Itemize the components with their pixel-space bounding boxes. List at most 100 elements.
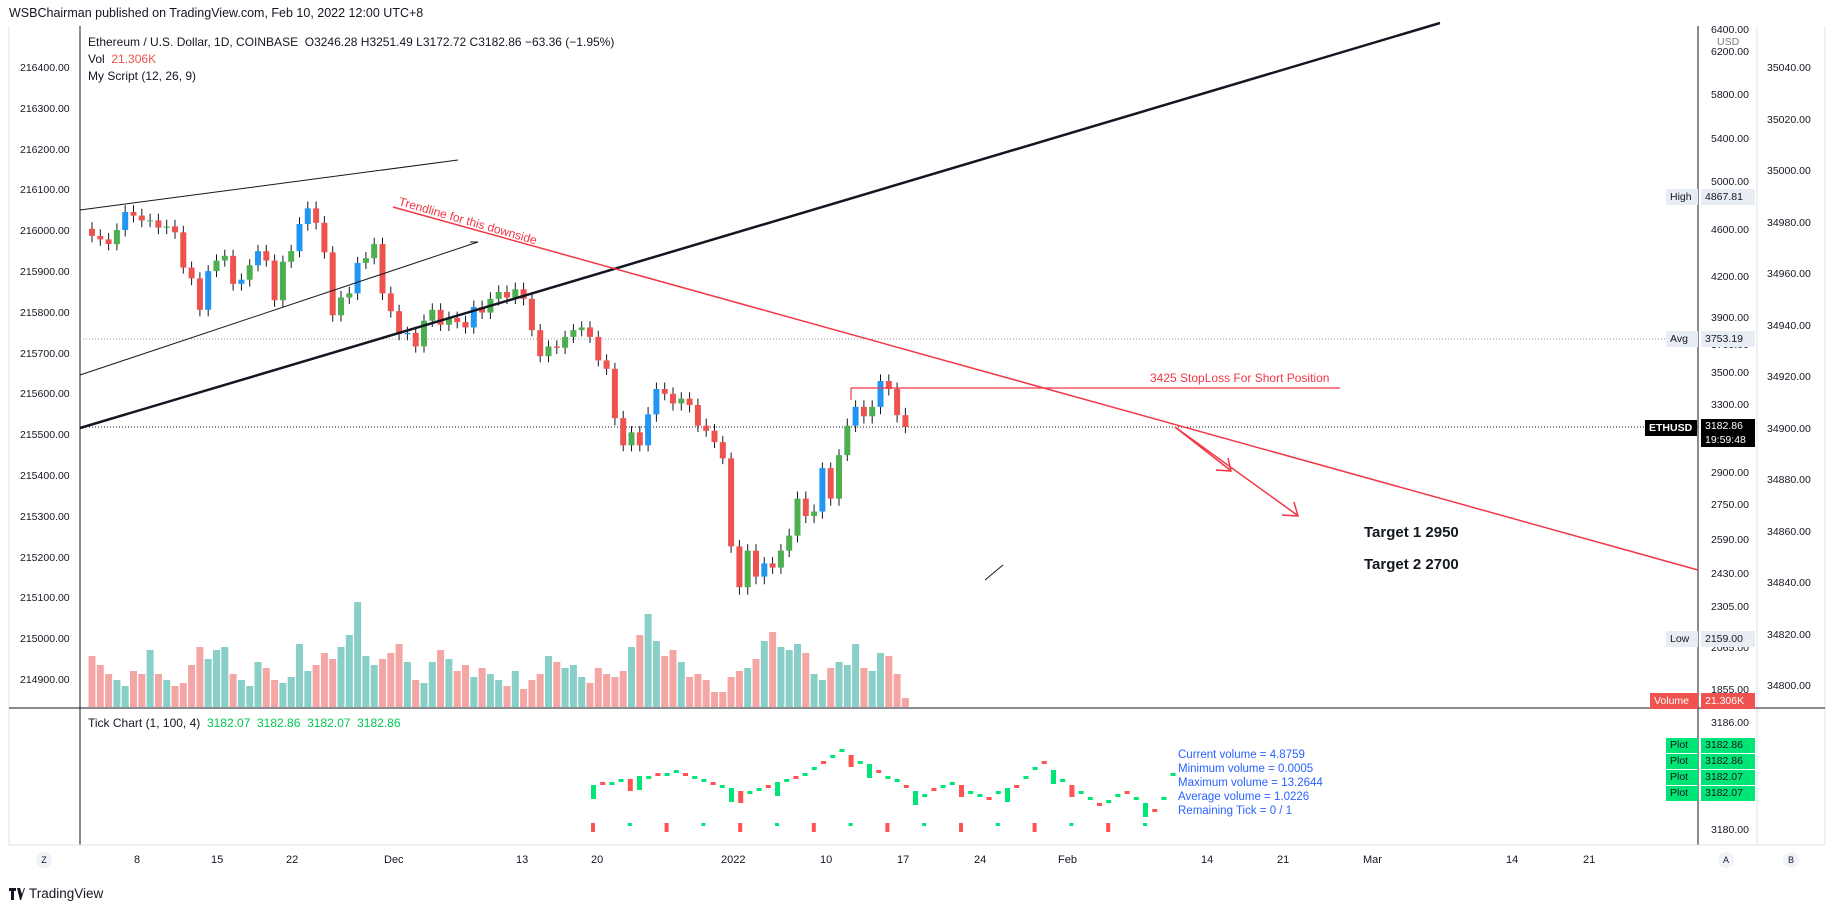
- left-axis-label: 215400.00: [20, 470, 70, 482]
- tick-mini-bar: [701, 823, 706, 826]
- volume-bar: [379, 659, 386, 707]
- candle-body: [562, 336, 569, 348]
- volume-bar: [561, 668, 569, 707]
- candle-body: [777, 550, 784, 568]
- candle-body: [321, 222, 328, 253]
- candle-body: [97, 235, 104, 240]
- tick-mini-bar: [995, 823, 1000, 826]
- tick-bar: [701, 779, 707, 782]
- candle-body: [113, 230, 120, 245]
- plot-tag-label-2: Plot: [1666, 754, 1698, 769]
- candle-body: [255, 251, 261, 266]
- candle-body: [221, 255, 228, 261]
- tick-bar: [1069, 785, 1075, 797]
- tick-bar: [1124, 791, 1130, 794]
- tick-value-2: 3182.86: [257, 716, 301, 730]
- tick-mini-bar: [1069, 823, 1074, 826]
- volume-bar: [818, 680, 826, 707]
- volume-bar: [520, 689, 528, 707]
- price-axis-label: 2900.00: [1711, 467, 1749, 479]
- price-axis-label: 6200.00: [1711, 45, 1749, 58]
- volume-bar: [901, 698, 909, 707]
- volume-bar: [105, 674, 113, 707]
- long-support-line: [79, 21, 1441, 430]
- target1-label: Target 1 2950: [1364, 524, 1459, 541]
- candle-body: [379, 244, 386, 294]
- tick-value-4: 3182.86: [357, 716, 401, 730]
- volume-bar: [329, 659, 337, 707]
- tick-bar: [1051, 770, 1056, 784]
- candle-body: [836, 455, 842, 499]
- candle-body: [728, 458, 735, 547]
- info-minimum: Minimum volume = 0.0005: [1178, 763, 1314, 775]
- candle-body: [155, 220, 162, 228]
- tick-mini-bar: [627, 823, 632, 826]
- volume-bar: [893, 674, 901, 707]
- volume-bar: [769, 632, 777, 707]
- volume-bar: [785, 650, 793, 707]
- candle-body: [404, 332, 411, 335]
- volume-bar: [387, 653, 395, 707]
- candle-body: [271, 260, 278, 301]
- lower-channel-line: [79, 241, 479, 376]
- candle-body: [736, 546, 743, 588]
- volume-bar: [652, 641, 660, 707]
- tick-mini-bar: [591, 823, 595, 832]
- reset-button[interactable]: Z: [36, 852, 52, 868]
- left-axis-label: 216000.00: [20, 225, 70, 238]
- tick-mini-bar: [959, 823, 963, 832]
- time-axis-label: 17: [897, 854, 910, 866]
- candle-body: [703, 425, 710, 431]
- volume-bar: [511, 671, 519, 707]
- candle-body: [802, 498, 809, 516]
- tick-bar: [922, 794, 928, 797]
- publisher-header: WSBChairman published on TradingView.com…: [9, 6, 424, 20]
- volume-bar: [312, 665, 320, 707]
- price-axis-label: 5000.00: [1711, 176, 1749, 188]
- candle-body: [570, 330, 577, 337]
- avg-tag-label: Avg: [1666, 331, 1698, 347]
- tick-mini-bar: [811, 823, 816, 832]
- candle-body: [885, 381, 892, 389]
- volume-legend: Vol 21.306K: [88, 52, 156, 66]
- volume-bar: [810, 674, 818, 707]
- tick-mini-bar: [664, 823, 669, 832]
- candle-body: [744, 550, 751, 588]
- volume-bar: [296, 644, 303, 707]
- candle-body: [894, 389, 901, 416]
- left-axis-label: 215200.00: [20, 551, 70, 564]
- candle-body: [670, 393, 676, 404]
- price-axis-label: 4200.00: [1711, 271, 1749, 283]
- far-axis-label: 34840.00: [1767, 577, 1811, 589]
- time-axis-label: 20: [591, 854, 604, 866]
- volume-bar: [702, 680, 710, 707]
- tick-bar: [848, 755, 854, 767]
- log-scale-button[interactable]: B: [1783, 852, 1799, 868]
- candle-body: [205, 271, 212, 310]
- tick-bar: [591, 785, 596, 799]
- tick-bar: [692, 776, 698, 779]
- price-axis-label: 2750.00: [1711, 499, 1749, 511]
- volume-bar: [603, 674, 611, 707]
- candle-body: [130, 212, 137, 216]
- tick-bar: [995, 791, 1001, 794]
- tick-bar: [747, 791, 753, 794]
- auto-scale-button[interactable]: A: [1718, 852, 1734, 868]
- symbol-tag: ETHUSD: [1645, 420, 1697, 436]
- tick-mini-bar: [922, 823, 927, 826]
- tradingview-logo[interactable]: TradingView: [9, 886, 103, 901]
- candle-body: [445, 318, 452, 325]
- volume-bar: [553, 662, 561, 707]
- time-axis-label: 2022: [721, 854, 746, 866]
- candle-body: [902, 415, 909, 427]
- volume-bar: [287, 677, 295, 707]
- candle-body: [844, 425, 851, 456]
- volume-bar: [213, 650, 220, 707]
- currency-label: USD: [1717, 36, 1740, 48]
- info-remaining: Remaining Tick = 0 / 1: [1178, 805, 1293, 817]
- tick-bars: [591, 749, 1176, 832]
- time-axis-label: 15: [211, 854, 224, 866]
- candle-body: [719, 442, 726, 459]
- far-axis-label: 34960.00: [1767, 268, 1811, 280]
- volume-bar: [711, 692, 718, 707]
